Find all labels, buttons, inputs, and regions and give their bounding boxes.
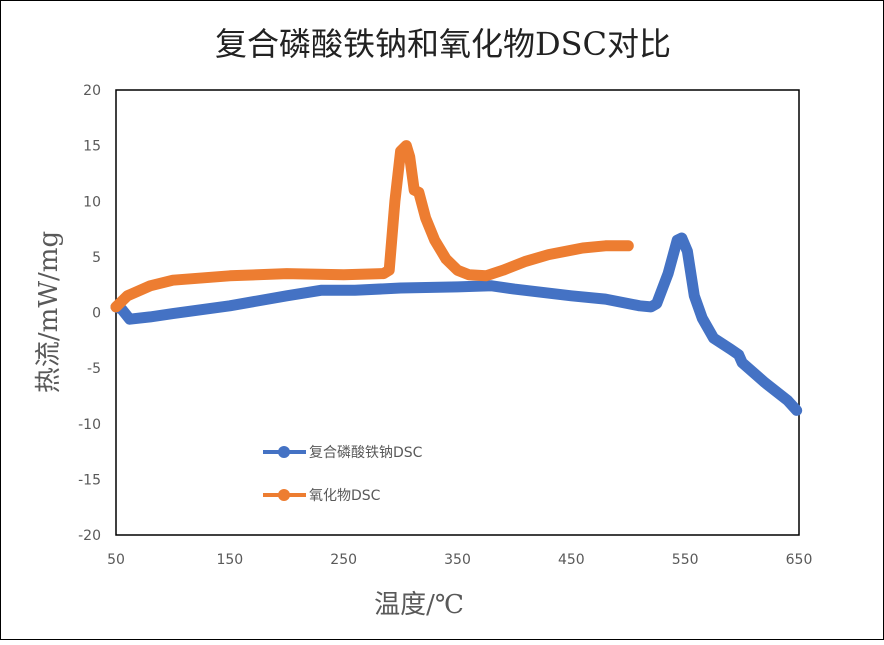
y-tick-label: -15 [78, 472, 101, 488]
y-tick-label: 10 [83, 194, 101, 210]
x-tick-label: 350 [444, 552, 471, 568]
y-tick-label: -10 [78, 417, 101, 433]
x-tick-label: 150 [216, 552, 243, 568]
legend-marker-0 [278, 446, 290, 458]
legend-label-0: 复合磷酸铁钠DSC [309, 444, 423, 461]
legend-marker-1 [278, 489, 290, 501]
x-tick-label: 50 [107, 552, 125, 568]
series-line-0 [110, 232, 803, 416]
x-tick-label: 250 [330, 552, 357, 568]
x-tick-label: 550 [672, 552, 699, 568]
y-tick-label: 15 [83, 139, 101, 155]
legend: 复合磷酸铁钠DSC 氧化物DSC [263, 444, 423, 504]
x-axis-label: 温度/℃ [374, 590, 464, 620]
y-axis-label: 热流/mW/mg [34, 231, 64, 393]
chart-title: 复合磷酸铁钠和氧化物DSC对比 [215, 25, 671, 63]
y-tick-label: -5 [87, 361, 101, 377]
y-tick-label: 20 [83, 83, 101, 99]
y-tick-label: 5 [92, 250, 101, 266]
x-tick-label: 650 [786, 552, 813, 568]
legend-label-1: 氧化物DSC [309, 488, 381, 504]
y-tick-label: -20 [78, 528, 101, 544]
series-line-1 [110, 140, 634, 313]
x-tick-label: 450 [558, 552, 585, 568]
y-tick-label: 0 [92, 306, 101, 322]
